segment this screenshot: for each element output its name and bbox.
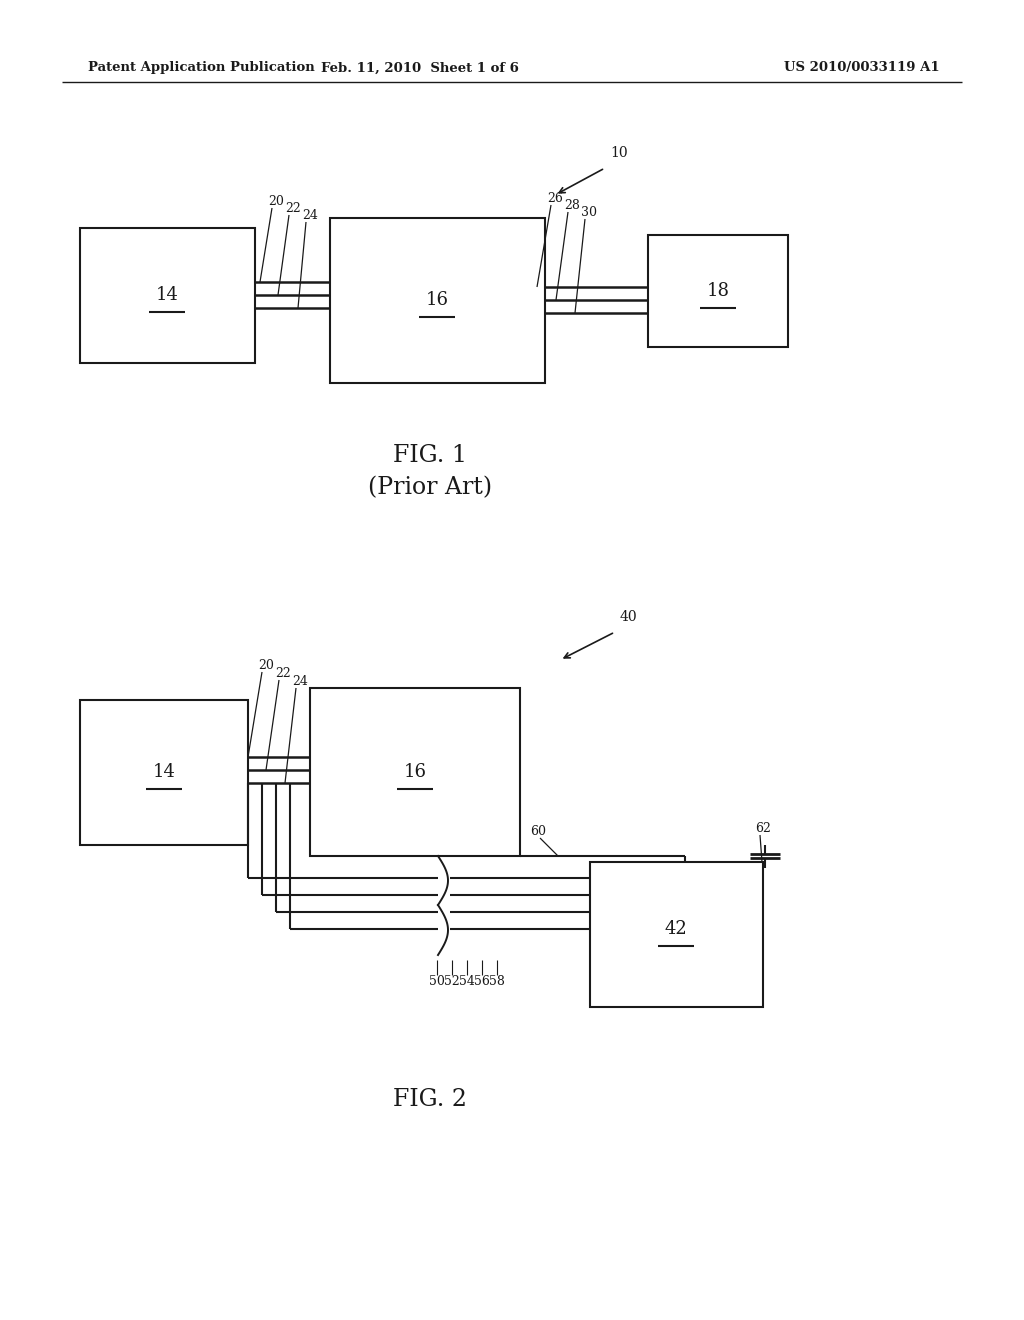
Text: 26: 26 — [547, 191, 563, 205]
Text: 16: 16 — [426, 290, 449, 309]
Text: FIG. 2: FIG. 2 — [393, 1089, 467, 1111]
Text: 60: 60 — [530, 825, 546, 838]
Bar — [590, 862, 763, 1007]
Text: Patent Application Publication: Patent Application Publication — [88, 62, 314, 74]
Text: 22: 22 — [285, 202, 301, 215]
Text: 18: 18 — [707, 282, 729, 300]
Text: 20: 20 — [268, 195, 284, 209]
Text: 40: 40 — [620, 610, 638, 624]
Text: FIG. 1: FIG. 1 — [393, 444, 467, 466]
Bar — [310, 688, 520, 855]
Text: Feb. 11, 2010  Sheet 1 of 6: Feb. 11, 2010 Sheet 1 of 6 — [322, 62, 519, 74]
Text: 14: 14 — [153, 763, 175, 781]
Text: 56: 56 — [474, 975, 489, 987]
Bar — [330, 218, 545, 383]
Text: 16: 16 — [403, 763, 427, 781]
Text: 14: 14 — [156, 286, 178, 304]
Text: 52: 52 — [444, 975, 460, 987]
Text: 10: 10 — [610, 147, 628, 160]
Text: 24: 24 — [302, 209, 317, 222]
Text: 54: 54 — [459, 975, 475, 987]
Text: 42: 42 — [665, 920, 687, 939]
Text: 22: 22 — [275, 667, 291, 680]
Bar — [80, 700, 248, 845]
Text: US 2010/0033119 A1: US 2010/0033119 A1 — [784, 62, 940, 74]
Text: (Prior Art): (Prior Art) — [368, 477, 493, 499]
Text: 58: 58 — [489, 975, 505, 987]
Text: 30: 30 — [581, 206, 597, 219]
Text: 62: 62 — [755, 822, 771, 836]
Bar — [80, 228, 255, 363]
Text: 20: 20 — [258, 659, 273, 672]
Text: 28: 28 — [564, 199, 580, 213]
Bar — [648, 235, 788, 347]
Text: 50: 50 — [429, 975, 445, 987]
Text: 24: 24 — [292, 675, 308, 688]
